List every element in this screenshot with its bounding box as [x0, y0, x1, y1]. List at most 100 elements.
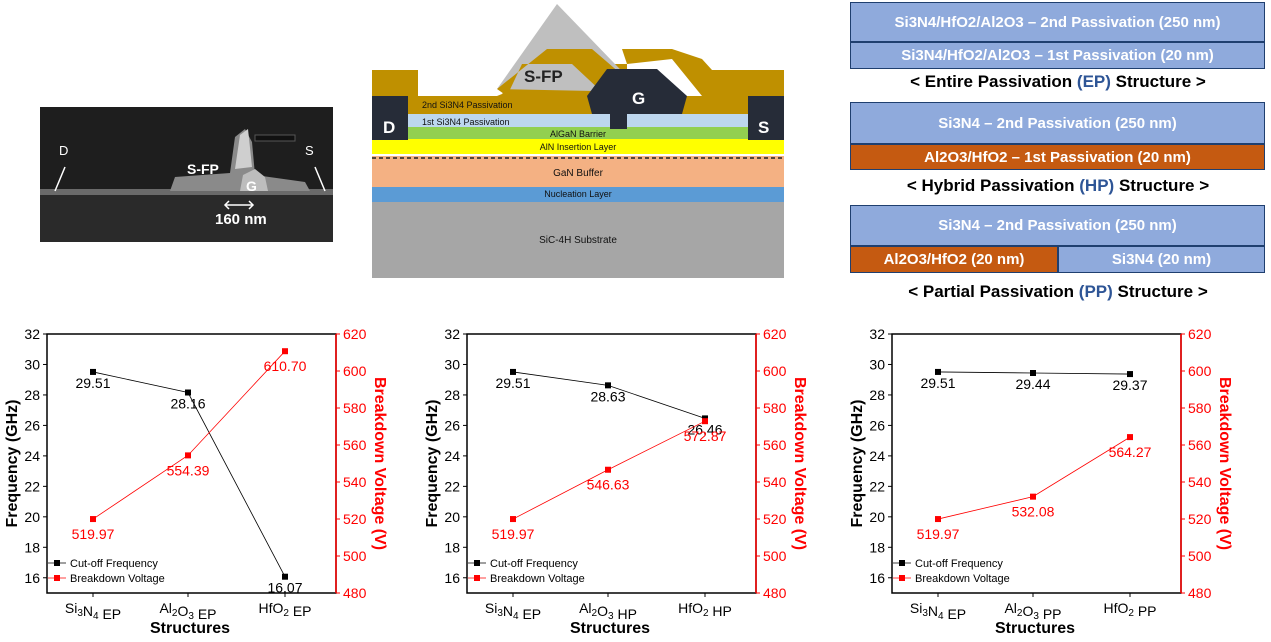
right-tick-label: 560 — [1188, 437, 1212, 453]
ep-first-passivation-bar: Si3N4/HfO2/Al2O3 – 1st Passivation (20 n… — [850, 42, 1265, 69]
aln-layer — [372, 139, 784, 154]
algan-layer — [372, 127, 784, 139]
pp-caption: < Partial Passivation (PP) Structure > — [908, 282, 1208, 301]
right-tick-label: 480 — [1188, 585, 1212, 601]
left-tick-label: 18 — [444, 539, 460, 555]
right-tick-label: 620 — [1188, 326, 1212, 342]
frequency-data-label: 28.16 — [170, 396, 205, 412]
x-tick-label: Si3N4 EP — [65, 600, 121, 622]
chart-pp: 16 18 20 22 24 26 28 30 32 480 500 520 540 560 580 600 6… — [849, 326, 1233, 637]
x-tick-label: HfO2 PP — [1103, 600, 1156, 619]
left-tick-label: 16 — [869, 570, 885, 586]
frequency-point — [605, 382, 611, 389]
frequency-data-label: 29.51 — [75, 375, 110, 391]
x-tick-label: Al2O3 EP — [159, 600, 216, 622]
breakdown-data-label: 554.39 — [167, 462, 210, 478]
first-passivation-label: 1st Si3N4 Passivation — [422, 117, 510, 127]
frequency-point — [90, 368, 96, 375]
pp-right-passivation-bar: Si3N4 (20 nm) — [1058, 246, 1265, 273]
pp-left-passivation-bar: Al2O3/HfO2 (20 nm) — [850, 246, 1058, 273]
chart-ep: 16 18 20 22 24 26 28 30 32 480 500 520 540 560 580 600 6… — [4, 326, 388, 637]
algan-label: AlGaN Barrier — [550, 129, 606, 139]
second-passivation-label: 2nd Si3N4 Passivation — [422, 100, 513, 110]
legend-marker — [54, 575, 60, 581]
breakdown-point — [935, 516, 941, 523]
left-tick-label: 22 — [869, 478, 885, 494]
gan-label: GaN Buffer — [553, 168, 604, 179]
left-tick-label: 26 — [444, 417, 460, 433]
breakdown-point — [702, 418, 708, 425]
right-tick-label: 540 — [763, 474, 787, 490]
device-cross-section: S-FP G D S 2nd Si3N4 Passivation 1st Si3… — [372, 4, 784, 278]
left-tick-label: 16 — [24, 570, 40, 586]
left-tick-label: 32 — [869, 326, 885, 342]
sem-label-s: S — [305, 143, 314, 158]
x-axis-title: Structures — [150, 620, 230, 637]
frequency-point — [1030, 370, 1036, 377]
frequency-data-label: 28.63 — [590, 388, 625, 404]
sem-scale-label: 160 nm — [215, 211, 267, 228]
frequency-data-label: 29.37 — [1112, 377, 1147, 393]
right-tick-label: 620 — [763, 326, 787, 342]
right-tick-label: 480 — [763, 585, 787, 601]
right-tick-label: 540 — [1188, 474, 1212, 490]
ep-second-label: Si3N4/HfO2/Al2O3 – 2nd Passivation (250 … — [894, 13, 1221, 31]
legend-entry: Cut-off Frequency — [915, 558, 1003, 570]
left-tick-label: 30 — [24, 356, 40, 372]
x-tick-label: Si3N4 EP — [910, 600, 966, 622]
gate-label: G — [632, 89, 645, 108]
hp-second-passivation-bar: Si3N4 – 2nd Passivation (250 nm) — [850, 102, 1265, 144]
breakdown-data-label: 519.97 — [72, 526, 115, 542]
legend-marker — [899, 560, 905, 566]
breakdown-data-label: 519.97 — [917, 526, 960, 542]
first-passivation-layer — [408, 114, 748, 127]
left-tick-label: 32 — [444, 326, 460, 342]
frequency-data-label: 29.51 — [920, 375, 955, 391]
left-tick-label: 32 — [24, 326, 40, 342]
right-tick-label: 600 — [763, 363, 787, 379]
legend-entry: Breakdown Voltage — [490, 573, 585, 585]
left-tick-label: 28 — [24, 387, 40, 403]
legend-entry: Cut-off Frequency — [490, 558, 578, 570]
breakdown-point — [90, 516, 96, 523]
right-tick-label: 600 — [1188, 363, 1212, 379]
breakdown-line — [92, 350, 286, 520]
left-tick-label: 28 — [444, 387, 460, 403]
left-tick-label: 28 — [869, 387, 885, 403]
left-tick-label: 24 — [24, 448, 40, 464]
right-tick-label: 520 — [1188, 511, 1212, 527]
nucleation-label: Nucleation Layer — [544, 189, 612, 199]
hp-first-passivation-bar: Al2O3/HfO2 – 1st Passivation (20 nm) — [850, 144, 1265, 170]
left-tick-label: 26 — [869, 417, 885, 433]
breakdown-point — [605, 466, 611, 473]
ep-first-label: Si3N4/HfO2/Al2O3 – 1st Passivation (20 n… — [901, 47, 1214, 64]
frequency-point — [282, 573, 288, 580]
right-axis-title: Breakdown Voltage (V) — [1216, 377, 1233, 550]
hp-first-label: Al2O3/HfO2 – 1st Passivation (20 nm) — [924, 148, 1191, 166]
sem-image: D S S-FP G 160 nm — [40, 107, 333, 242]
left-tick-label: 24 — [444, 448, 460, 464]
x-axis-title: Structures — [570, 620, 650, 637]
right-tick-label: 600 — [343, 363, 367, 379]
left-tick-label: 18 — [24, 539, 40, 555]
sem-label-sfp: S-FP — [187, 161, 219, 177]
sem-label-g: G — [246, 178, 257, 194]
frequency-point — [1127, 371, 1133, 378]
right-axis-title: Breakdown Voltage (V) — [791, 377, 808, 550]
x-tick-label: HfO2 HP — [678, 600, 732, 619]
substrate-layer — [372, 202, 784, 278]
breakdown-data-label: 519.97 — [492, 526, 535, 542]
x-axis-title: Structures — [995, 620, 1075, 637]
x-tick-label: Si3N4 EP — [485, 600, 541, 622]
frequency-data-label: 29.51 — [495, 375, 530, 391]
right-tick-label: 500 — [1188, 548, 1212, 564]
x-tick-label: Al2O3 HP — [579, 600, 637, 622]
right-tick-label: 620 — [343, 326, 367, 342]
pp-left-label: Al2O3/HfO2 (20 nm) — [883, 251, 1025, 268]
sem-micrograph: D S S-FP G 160 nm — [40, 107, 333, 242]
pp-right-label: Si3N4 (20 nm) — [1111, 251, 1212, 268]
breakdown-point — [185, 452, 191, 459]
legend-entry: Breakdown Voltage — [915, 573, 1010, 585]
gan-layer — [372, 156, 784, 187]
left-tick-label: 16 — [444, 570, 460, 586]
